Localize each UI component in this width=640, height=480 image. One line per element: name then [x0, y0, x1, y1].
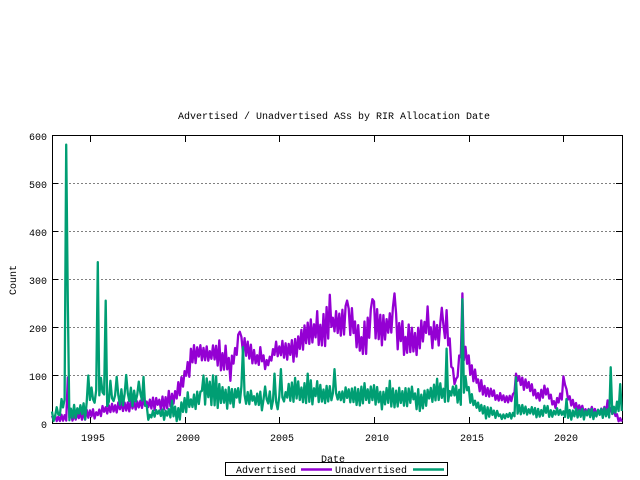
svg-text:2005: 2005: [270, 434, 294, 445]
svg-text:2015: 2015: [460, 434, 484, 445]
svg-text:Advertised / Unadvertised ASs: Advertised / Unadvertised ASs by RIR All…: [178, 111, 490, 123]
svg-text:400: 400: [29, 229, 47, 240]
svg-text:Date: Date: [321, 455, 345, 466]
svg-text:2010: 2010: [365, 434, 389, 445]
svg-text:2020: 2020: [554, 434, 578, 445]
svg-text:600: 600: [29, 133, 47, 144]
svg-text:200: 200: [29, 325, 47, 336]
svg-text:Advertised: Advertised: [236, 465, 296, 477]
svg-text:Unadvertised: Unadvertised: [335, 465, 407, 477]
svg-text:0: 0: [41, 421, 47, 432]
svg-text:500: 500: [29, 181, 47, 192]
svg-text:100: 100: [29, 373, 47, 384]
svg-text:2000: 2000: [176, 434, 200, 445]
svg-text:300: 300: [29, 277, 47, 288]
svg-text:Count: Count: [9, 265, 20, 295]
svg-text:1995: 1995: [81, 434, 105, 445]
